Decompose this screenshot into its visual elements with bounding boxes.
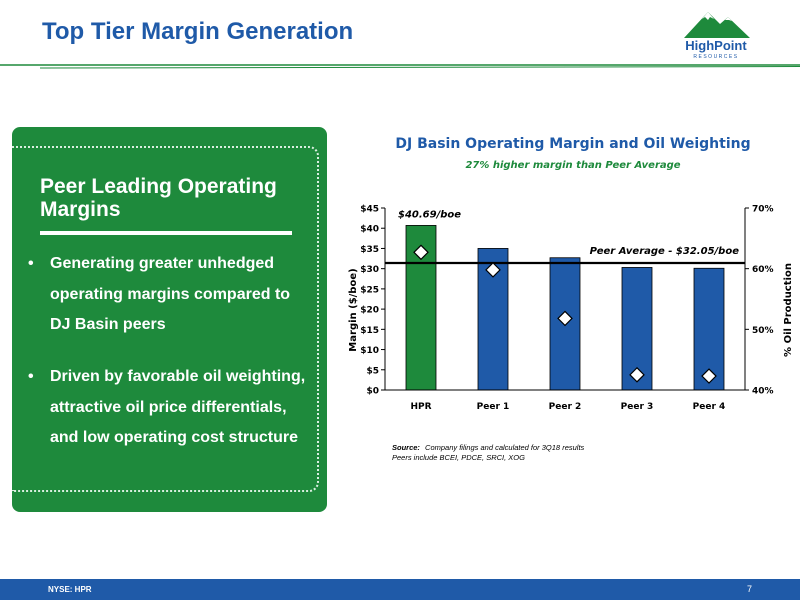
bullet-icon: • — [28, 368, 34, 385]
y-tick-label: $25 — [360, 285, 379, 295]
page-title: Top Tier Margin Generation — [42, 18, 354, 45]
footer-bar: NYSE: HPR 7 — [0, 579, 800, 600]
bullet-icon: • — [28, 255, 34, 272]
source-note: Source: Company filings and calculated f… — [392, 443, 585, 452]
header-divider — [0, 64, 800, 69]
x-tick-label: HPR — [410, 402, 431, 412]
y-tick-label: $40 — [360, 225, 379, 235]
oil-weighting-marker — [485, 262, 501, 278]
y2-tick-label: 60% — [752, 265, 774, 275]
bullet-item: • Driven by favorable oil weighting, att… — [28, 362, 313, 487]
y2-tick-label: 40% — [752, 387, 774, 397]
data-label: $40.69/boe — [398, 209, 461, 220]
y-tick-label: $5 — [366, 366, 379, 376]
logo-subtitle: RESOURCES — [693, 54, 739, 60]
y2-axis-label: % Oil Production — [783, 263, 794, 357]
logo-name: HighPoint — [685, 38, 747, 53]
y-tick-label: $20 — [360, 306, 379, 316]
oil-weighting-marker — [413, 244, 429, 261]
peer-average-label: Peer Average - $32.05/boe — [590, 246, 740, 257]
highlight-panel: Peer Leading Operating Margins • Generat… — [12, 127, 327, 512]
x-tick-label: Peer 3 — [621, 402, 654, 412]
bullet-text: Driven by favorable oil weighting, attra… — [50, 368, 306, 446]
chart-title: DJ Basin Operating Margin and Oil Weight… — [395, 136, 750, 152]
y-tick-label: $45 — [360, 205, 379, 215]
y-tick-label: $35 — [360, 245, 379, 255]
source-label: Source: — [392, 443, 420, 452]
bullet-item: • Generating greater unhedged operating … — [28, 249, 313, 344]
y2-tick-label: 70% — [752, 205, 774, 215]
margin-chart: DJ Basin Operating Margin and Oil Weight… — [348, 136, 794, 462]
y-tick-label: $30 — [360, 265, 379, 275]
oil-weighting-marker — [629, 366, 645, 383]
panel-dotted-border — [12, 146, 319, 492]
x-tick-label: Peer 2 — [549, 402, 582, 412]
source-text: Company filings and calculated for 3Q18 … — [425, 443, 585, 452]
page-number: 7 — [746, 584, 752, 594]
x-tick-label: Peer 1 — [477, 402, 510, 412]
panel-divider — [40, 231, 292, 235]
mountain-logo-icon — [684, 12, 750, 38]
footer-ticker: NYSE: HPR — [48, 585, 92, 594]
x-tick-label: Peer 4 — [693, 402, 726, 412]
y-tick-label: $10 — [360, 346, 379, 356]
y-tick-label: $15 — [360, 326, 379, 336]
y2-tick-label: 50% — [752, 326, 774, 336]
company-logo: HighPoint RESOURCES — [670, 8, 762, 66]
y-tick-label: $0 — [366, 387, 379, 397]
bullet-text: Generating greater unhedged operating ma… — [50, 255, 291, 333]
chart-subtitle: 27% higher margin than Peer Average — [465, 160, 680, 171]
peers-note: Peers include BCEI, PDCE, SRCI, XOG — [392, 453, 525, 462]
oil-weighting-marker — [557, 310, 573, 327]
y-axis-label: Margin ($/boe) — [348, 268, 359, 351]
oil-weighting-marker — [701, 368, 717, 384]
panel-heading: Peer Leading Operating Margins — [40, 175, 277, 221]
